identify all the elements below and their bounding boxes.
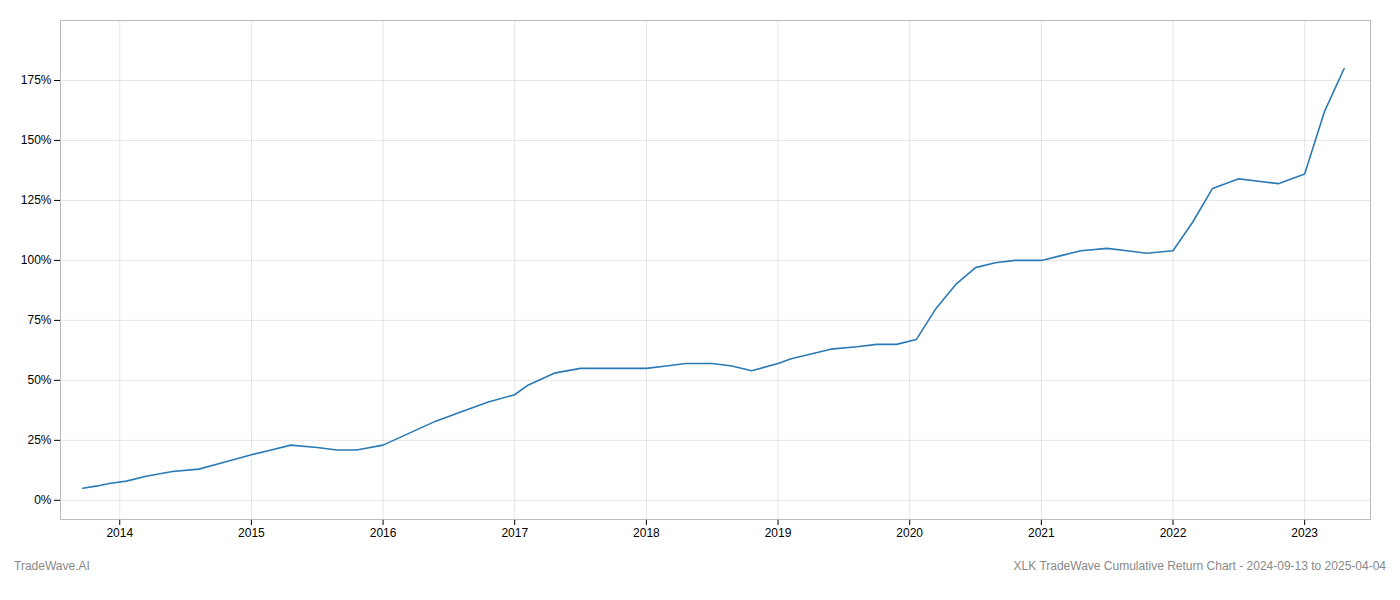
svg-text:100%: 100% [21, 253, 52, 267]
svg-text:25%: 25% [27, 433, 51, 447]
svg-text:2017: 2017 [501, 526, 528, 540]
svg-text:2018: 2018 [633, 526, 660, 540]
svg-text:2023: 2023 [1291, 526, 1318, 540]
svg-text:0%: 0% [34, 493, 52, 507]
svg-text:2015: 2015 [238, 526, 265, 540]
svg-text:150%: 150% [21, 133, 52, 147]
svg-text:2021: 2021 [1028, 526, 1055, 540]
svg-text:2019: 2019 [765, 526, 792, 540]
svg-text:175%: 175% [21, 73, 52, 87]
svg-text:75%: 75% [27, 313, 51, 327]
svg-text:2020: 2020 [896, 526, 923, 540]
svg-text:2014: 2014 [106, 526, 133, 540]
svg-text:2022: 2022 [1160, 526, 1187, 540]
svg-text:125%: 125% [21, 193, 52, 207]
svg-text:50%: 50% [27, 373, 51, 387]
svg-text:2016: 2016 [370, 526, 397, 540]
html-text:TradeWave.AI: TradeWave.AI [14, 559, 90, 573]
html-text:XLK TradeWave Cumulative Retur: XLK TradeWave Cumulative Return Chart - … [1013, 559, 1386, 573]
